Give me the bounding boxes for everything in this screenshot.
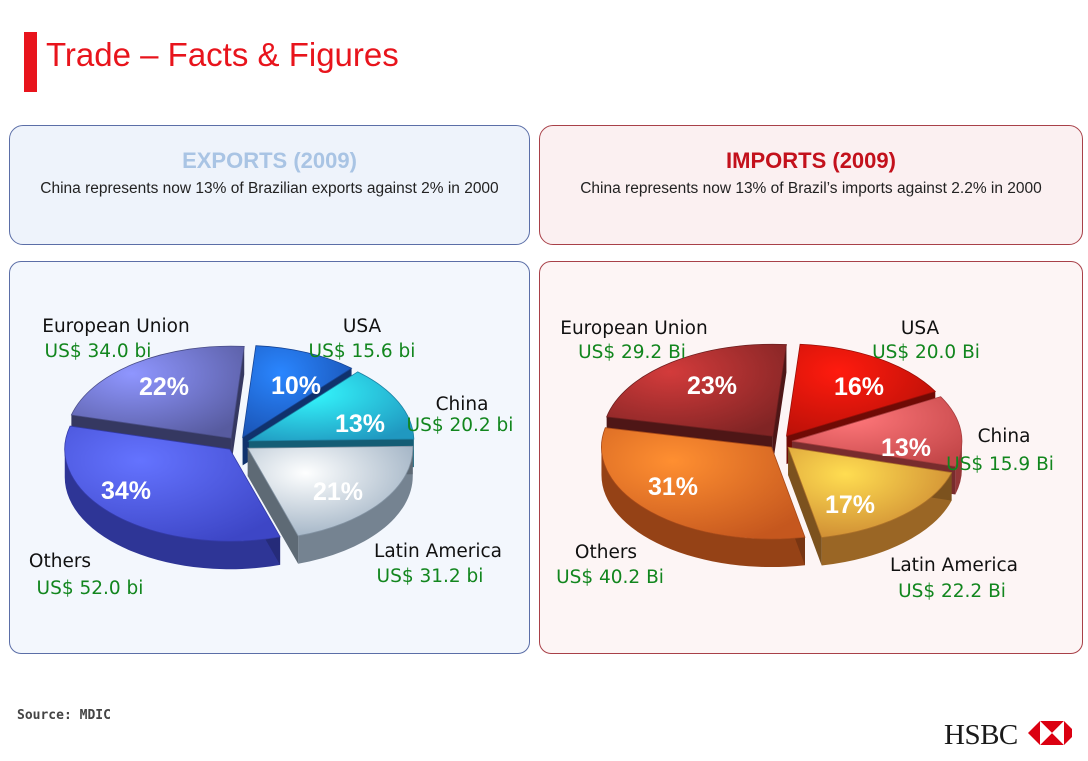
slice-value-latin-america: US$ 22.2 Bi (898, 581, 1006, 602)
pie-slice-usa (786, 343, 937, 437)
slice-label-usa: USA (901, 318, 940, 339)
pie-slice-china (791, 396, 963, 467)
slice-label-china: China (978, 426, 1031, 447)
slice-value-usa: US$ 15.6 bi (309, 341, 416, 362)
source-note: Source: MDIC (17, 708, 111, 723)
pie-slice-others (601, 427, 806, 540)
pie-slice-side-others (64, 449, 281, 570)
slice-percent-others: 34% (101, 477, 151, 505)
slice-label-european-union: European Union (560, 318, 707, 339)
slice-percent-european-union: 23% (687, 372, 737, 400)
slice-percent-usa: 16% (834, 373, 884, 401)
slice-value-others: US$ 40.2 Bi (556, 567, 664, 588)
slice-percent-latin-america: 17% (825, 491, 875, 519)
pie-slice-latin-america (787, 446, 953, 538)
slice-percent-others: 31% (648, 473, 698, 501)
slice-value-usa: US$ 20.0 Bi (872, 342, 980, 363)
slice-value-european-union: US$ 29.2 Bi (578, 342, 686, 363)
pie-slice-side-latin-america (821, 472, 952, 566)
imports-chart-panel: USA US$ 20.0 Bi 16% China US$ 15.9 Bi 13% Lati… (539, 261, 1083, 654)
pie-slice-cut-european-union (231, 346, 245, 467)
slice-label-others: Others (575, 542, 637, 563)
imports-header-box: IMPORTS (2009) China represents now 13% … (539, 125, 1083, 245)
imports-subtitle: China represents now 13% of Brazil’s imp… (580, 180, 1042, 197)
exports-subtitle: China represents now 13% of Brazilian ex… (40, 180, 499, 197)
slice-value-china: US$ 15.9 Bi (946, 454, 1054, 475)
slice-value-latin-america: US$ 31.2 bi (377, 566, 484, 587)
slice-value-others: US$ 52.0 bi (37, 578, 144, 599)
slice-percent-european-union: 22% (139, 373, 189, 401)
slice-label-others: Others (29, 551, 91, 572)
slice-percent-usa: 10% (271, 372, 321, 400)
slice-label-latin-america: Latin America (890, 555, 1018, 576)
pie-slice-cut-latin-america (788, 447, 822, 566)
svg-text:HSBC: HSBC (944, 719, 1018, 751)
page-title: Trade – Facts & Figures (46, 36, 399, 73)
pie-slice-side-others (601, 447, 805, 568)
exports-chart-panel: USA US$ 15.6 bi 10% China US$ 20.2 bi 13% Lati… (9, 261, 530, 654)
pie-slice-european-union (606, 343, 787, 437)
title-accent-bar (24, 32, 37, 92)
pie-slice-usa (242, 345, 353, 439)
slice-label-european-union: European Union (42, 316, 189, 337)
pie-slice-side-latin-america (298, 448, 413, 564)
pie-slice-others (64, 425, 281, 542)
pie-slice-latin-america (247, 445, 414, 537)
pie-slice-cut-latin-america (247, 448, 299, 564)
slice-value-china: US$ 20.2 bi (407, 415, 514, 436)
slice-label-latin-america: Latin America (374, 541, 502, 562)
slice-label-usa: USA (343, 316, 382, 337)
slice-percent-latin-america: 21% (313, 478, 363, 506)
hsbc-logo: HSBC (944, 717, 1076, 756)
pie-slice-european-union (70, 345, 245, 439)
slice-percent-china: 13% (881, 434, 931, 462)
pie-slice-cut-european-union (772, 344, 787, 465)
pie-slice-china (247, 371, 415, 442)
exports-header-box: EXPORTS (2009) China represents now 13% … (9, 125, 530, 245)
exports-title: EXPORTS (2009) (182, 148, 357, 173)
slice-percent-china: 13% (335, 410, 385, 438)
imports-pie-chart: USA US$ 20.0 Bi 16% China US$ 15.9 Bi 13% Lati… (556, 318, 1054, 602)
imports-title: IMPORTS (2009) (726, 148, 896, 173)
slice-value-european-union: US$ 34.0 bi (45, 341, 152, 362)
slice-label-china: China (436, 394, 489, 415)
